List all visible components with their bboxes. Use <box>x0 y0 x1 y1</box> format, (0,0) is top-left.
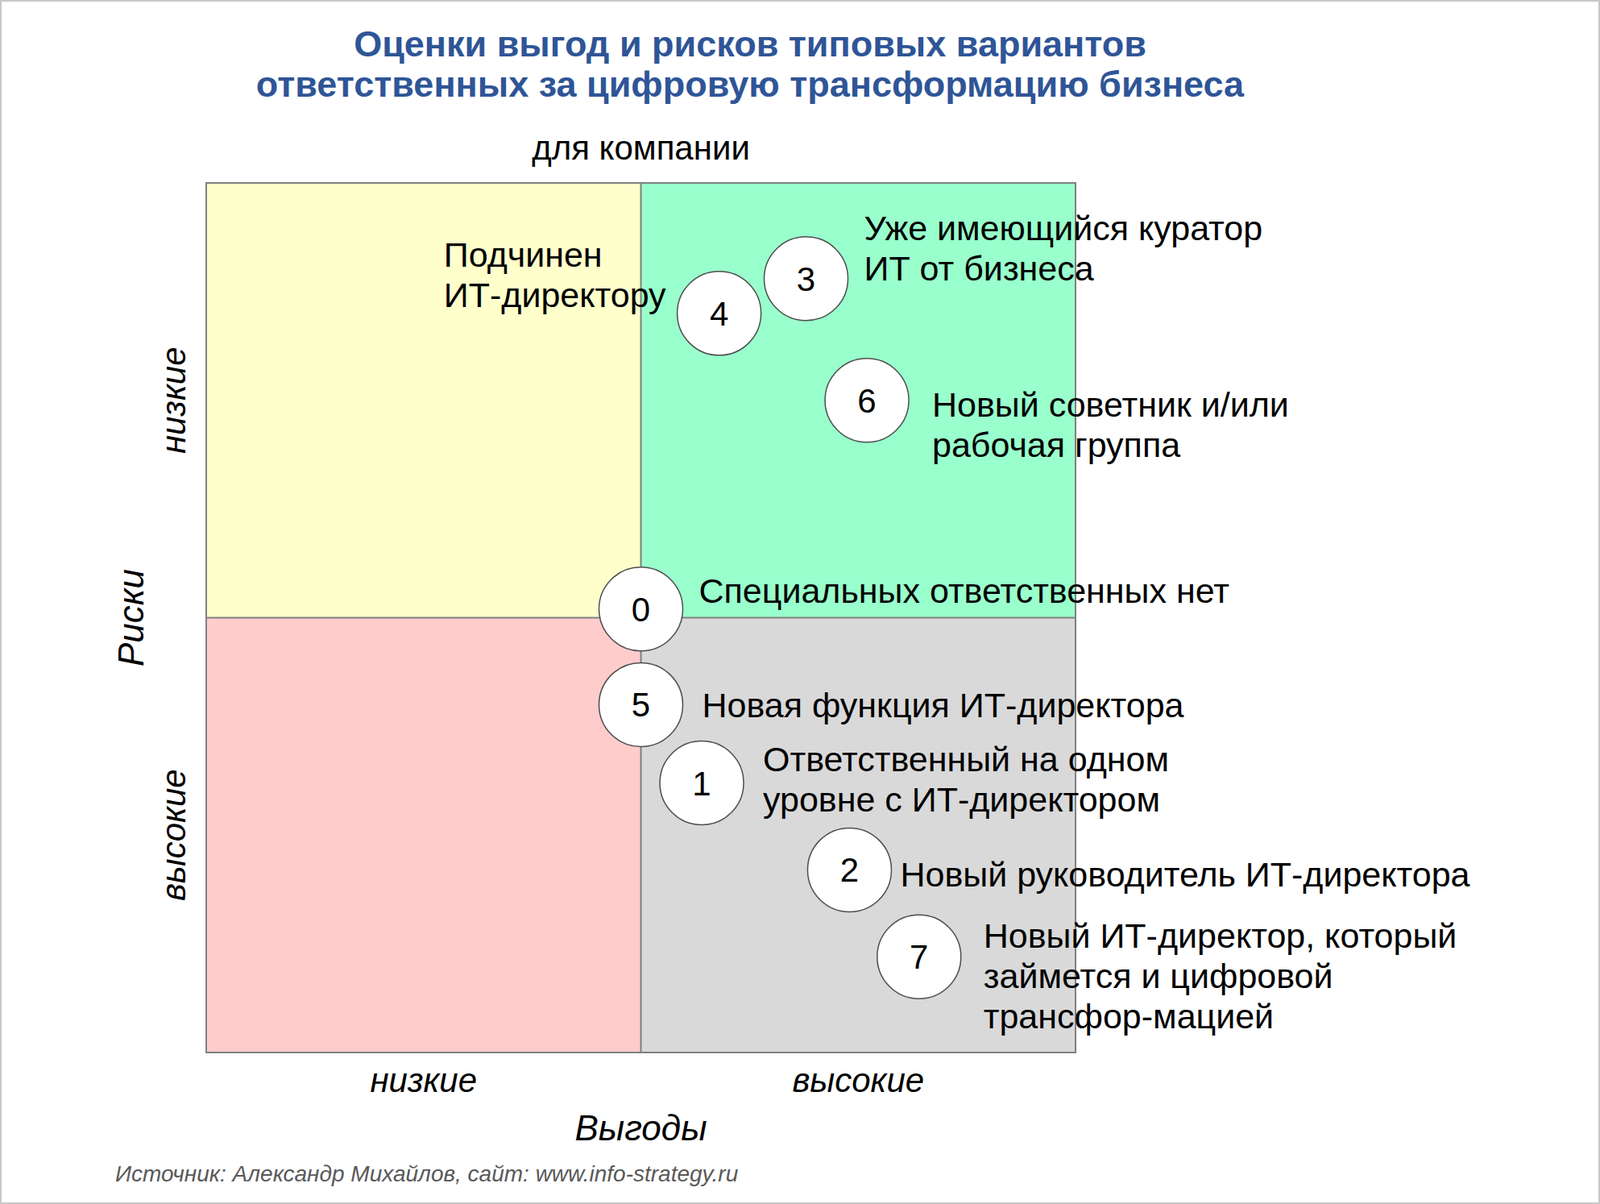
point <box>659 741 744 825</box>
point-label-line: ИТ-директору <box>443 275 667 315</box>
subtitle: для компании <box>531 128 751 167</box>
quadrant <box>206 617 642 1053</box>
point-label-line: ИТ от бизнеса <box>864 248 1095 288</box>
point <box>599 567 684 651</box>
point-label-line: Подчинен <box>443 235 603 274</box>
plot-frame <box>206 182 1076 1053</box>
point-number: 5 <box>631 685 651 724</box>
point-texts: 0 Специальных ответственных нет 1 Ответстве… <box>443 208 1471 1036</box>
point-number: 6 <box>857 381 876 420</box>
point-label: Уже имеющийся кураторИТ от бизнеса <box>864 208 1264 288</box>
point <box>764 236 849 321</box>
point-number: 7 <box>909 937 929 976</box>
point-label-line: займется и цифровой <box>983 956 1334 995</box>
point-label-line: Уже имеющийся куратор <box>864 208 1264 248</box>
x-axis-title: Выгоды <box>574 1107 707 1148</box>
quadrants <box>206 182 1076 1053</box>
point <box>677 271 762 356</box>
page-border <box>0 0 1600 1203</box>
point-label: Новый руководитель ИТ-директора <box>899 854 1470 894</box>
x-tick-label: высокие <box>791 1061 925 1099</box>
x-tick-label: низкие <box>369 1061 477 1099</box>
quadrant <box>206 182 642 618</box>
title-line: Оценки выгод и рисков типовых вариантов <box>353 23 1147 65</box>
point-label-line: Ответственный на одном <box>762 739 1169 779</box>
point-number: 2 <box>840 850 859 889</box>
point-label-line: Специальных ответственных нет <box>699 571 1230 610</box>
point-label: Ответственный на одномуровне с ИТ-директ… <box>762 739 1169 819</box>
point-label: Новая функция ИТ-директора <box>702 685 1185 725</box>
chart: Оценки выгод и рисков типовых вариантово… <box>0 0 1600 1204</box>
point-label-line: Новый советник и/или <box>932 385 1290 424</box>
point-number: 3 <box>796 260 816 299</box>
y-tick-label: высокие <box>154 768 193 901</box>
point-label-line: трансфор-мацией <box>983 996 1274 1036</box>
point-label: Специальных ответственных нет <box>699 571 1230 610</box>
point-label-line: Новая функция ИТ-директора <box>702 685 1185 725</box>
point-label-line: уровне с ИТ-директором <box>762 779 1161 819</box>
point-number: 1 <box>692 764 711 803</box>
point-label-line: рабочая группа <box>932 425 1181 465</box>
title: Оценки выгод и рисков типовых вариантово… <box>256 23 1245 105</box>
point <box>824 358 909 443</box>
point-label-line: Новый ИТ-директор, который <box>983 916 1458 955</box>
y-tick-label: низкие <box>154 346 193 454</box>
point-label-line: Новый руководитель ИТ-директора <box>899 854 1470 894</box>
point <box>807 827 892 912</box>
point-number: 4 <box>709 294 729 333</box>
point-label: Новый советник и/илирабочая группа <box>932 385 1290 465</box>
point-label: ПодчиненИТ-директору <box>443 235 667 315</box>
point-number: 0 <box>631 590 651 629</box>
point-label: Новый ИТ-директор, которыйзаймется и циф… <box>983 916 1458 1036</box>
point <box>599 662 684 747</box>
y-axis-title: Риски <box>111 568 151 667</box>
source: Источник: Александр Михайлов, сайт: www.… <box>115 1160 739 1186</box>
title-line: ответственных за цифровую трансформацию … <box>256 63 1245 105</box>
point <box>877 914 962 999</box>
